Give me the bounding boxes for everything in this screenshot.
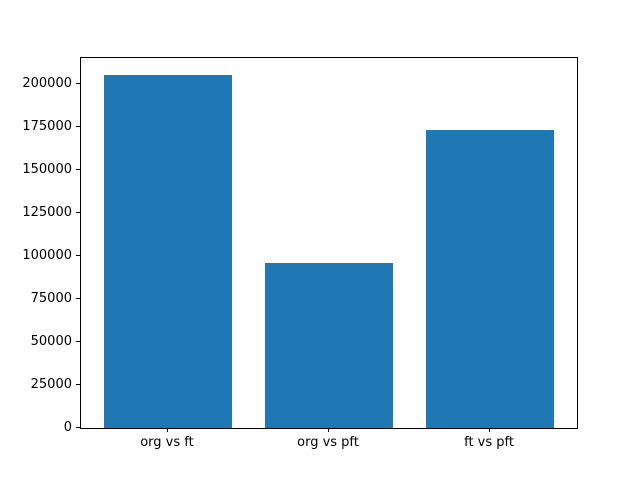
y-tick-label: 75000 xyxy=(30,290,72,306)
y-tick-label: 25000 xyxy=(30,376,72,392)
y-tick-mark xyxy=(76,254,80,256)
y-tick-label: 125000 xyxy=(22,204,72,220)
y-tick-label: 175000 xyxy=(22,118,72,134)
y-tick-label: 150000 xyxy=(22,161,72,177)
x-tick-label: org vs pft xyxy=(297,435,359,450)
bar-ft-vs-pft xyxy=(425,130,555,428)
y-tick-mark xyxy=(76,297,80,299)
x-tick-label: org vs ft xyxy=(140,435,194,450)
y-tick-mark xyxy=(76,82,80,84)
y-tick-label: 100000 xyxy=(22,247,72,263)
y-tick-mark xyxy=(76,340,80,342)
y-tick-mark xyxy=(76,168,80,170)
x-tick-mark xyxy=(328,428,329,432)
y-tick-label: 50000 xyxy=(30,333,72,349)
y-tick-mark xyxy=(76,211,80,213)
bar-org-vs-pft xyxy=(264,263,394,428)
y-tick-label: 200000 xyxy=(22,75,72,91)
y-tick-mark xyxy=(76,383,80,385)
x-tick-mark xyxy=(489,428,491,432)
plot-area xyxy=(80,57,578,429)
x-tick-mark xyxy=(166,428,168,432)
y-tick-mark xyxy=(76,125,80,127)
bar-org-vs-ft xyxy=(103,75,233,428)
y-tick-mark xyxy=(76,427,80,428)
y-tick-label: 0 xyxy=(63,420,72,435)
x-tick-label: ft vs pft xyxy=(464,435,514,450)
